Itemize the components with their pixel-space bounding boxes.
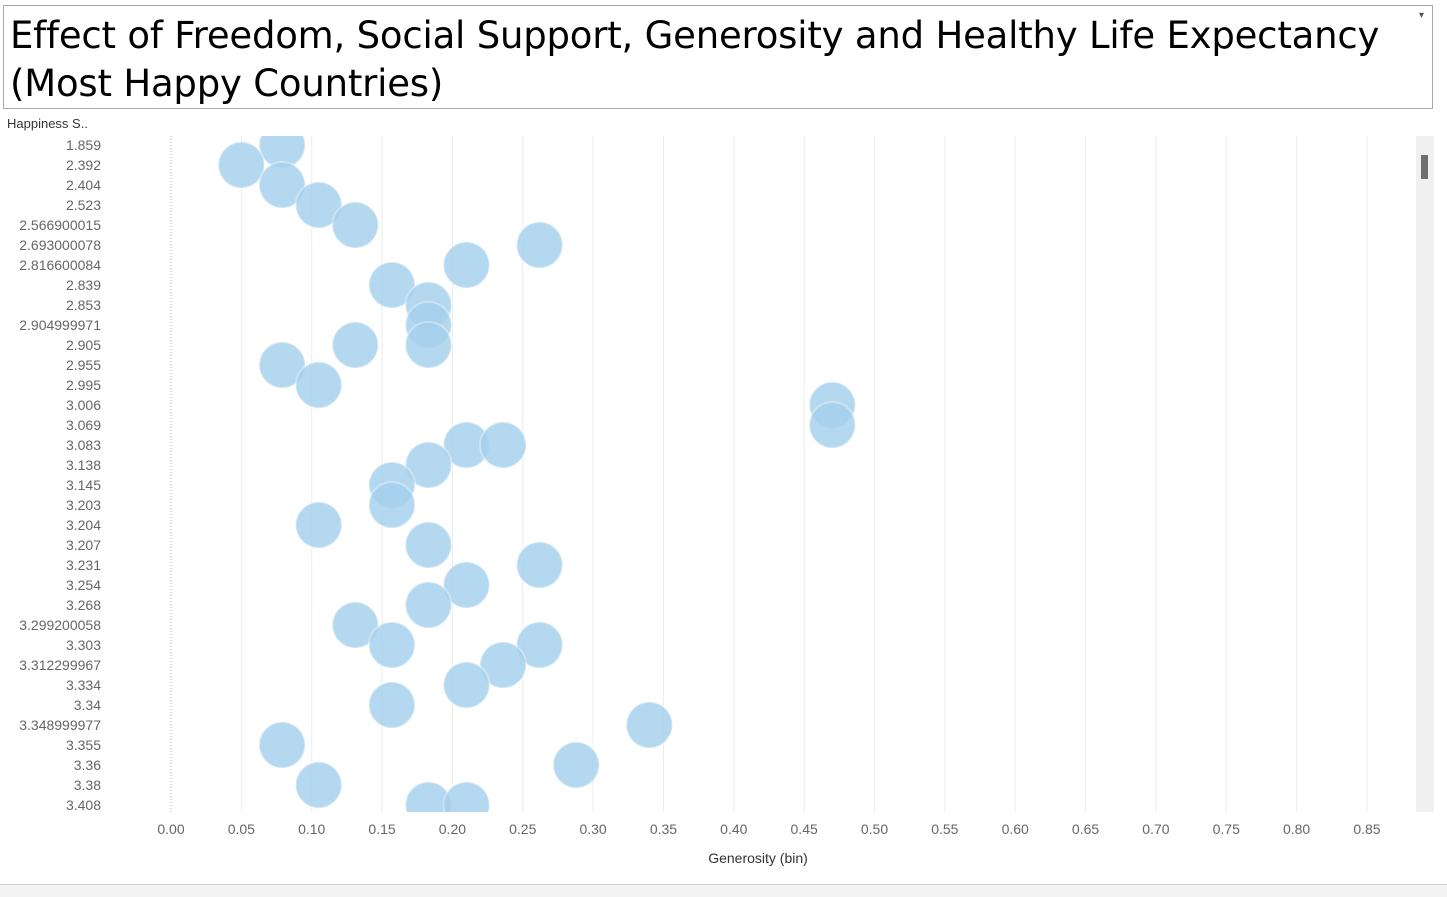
y-tick-label: 3.083: [66, 437, 101, 453]
x-tick-label: 0.10: [298, 821, 325, 837]
data-point: [367, 621, 416, 669]
y-tick-label: 3.334: [66, 677, 101, 693]
data-point: [404, 321, 453, 369]
y-tick-label: 3.069: [66, 417, 101, 433]
data-point: [331, 601, 380, 649]
data-point: [367, 261, 416, 309]
y-tick-label: 3.006: [66, 397, 101, 413]
data-point: [404, 441, 453, 489]
y-tick-label: 3.36: [74, 757, 101, 773]
y-tick-label: 3.355: [66, 737, 101, 753]
data-point: [258, 341, 307, 389]
y-tick-label: 2.816600084: [19, 257, 101, 273]
x-tick-label: 0.00: [157, 821, 184, 837]
y-tick-label: 3.145: [66, 477, 101, 493]
x-axis-title: Generosity (bin): [708, 850, 808, 866]
y-tick-label: 1.859: [66, 137, 101, 153]
grid-lines: [170, 136, 1368, 812]
x-tick-label: 0.30: [579, 821, 606, 837]
data-point: [367, 681, 416, 729]
data-point: [552, 741, 601, 789]
x-tick-label: 0.80: [1283, 821, 1310, 837]
y-tick-label: 2.392: [66, 157, 101, 173]
y-tick-label: 2.995: [66, 377, 101, 393]
x-tick-label: 0.70: [1142, 821, 1169, 837]
data-point: [294, 501, 343, 549]
data-point: [515, 221, 564, 269]
x-tick-label: 0.20: [439, 821, 466, 837]
data-point: [442, 561, 491, 609]
y-tick-label: 3.299200058: [19, 617, 101, 633]
x-tick-label: 0.75: [1213, 821, 1240, 837]
y-tick-label: 3.231: [66, 557, 101, 573]
x-tick-labels: 0.00 0.05 0.10 0.15 0.20 0.25 0.30 0.35 0.40 0.45…: [157, 821, 1380, 837]
data-point: [515, 541, 564, 589]
x-tick-label: 0.50: [861, 821, 888, 837]
data-point: [479, 421, 528, 469]
data-point: [404, 521, 453, 569]
data-point: [258, 721, 307, 769]
y-tick-label: 3.38: [74, 777, 101, 793]
data-point: [294, 361, 343, 409]
y-tick-label: 3.207: [66, 537, 101, 553]
data-point: [442, 661, 491, 709]
data-point: [442, 781, 491, 812]
y-tick-label: 3.408: [66, 797, 101, 813]
y-tick-label: 2.566900015: [19, 217, 101, 233]
x-tick-label: 0.55: [931, 821, 958, 837]
data-point: [217, 141, 266, 189]
y-tick-label: 2.955: [66, 357, 101, 373]
x-tick-label: 0.40: [720, 821, 747, 837]
y-tick-label: 2.523: [66, 197, 101, 213]
x-tick-label: 0.45: [791, 821, 818, 837]
data-point: [294, 181, 343, 229]
data-point: [331, 321, 380, 369]
x-tick-label: 0.25: [509, 821, 536, 837]
y-axis-title: Happiness S..: [7, 116, 88, 131]
vertical-scrollbar[interactable]: [1416, 136, 1434, 812]
data-point: [442, 241, 491, 289]
y-tick-label: 2.853: [66, 297, 101, 313]
y-tick-label: 3.312299967: [19, 657, 101, 673]
y-tick-label: 3.254: [66, 577, 101, 593]
data-point: [294, 761, 343, 809]
y-tick-label: 3.34: [74, 697, 101, 713]
data-point: [808, 401, 857, 449]
data-points: [217, 136, 857, 812]
y-tick-label: 3.138: [66, 457, 101, 473]
y-tick-label: 2.693000078: [19, 237, 101, 253]
x-tick-label: 0.35: [650, 821, 677, 837]
data-point: [625, 701, 674, 749]
y-tick-label: 3.268: [66, 597, 101, 613]
y-tick-label: 2.404: [66, 177, 101, 193]
y-tick-label: 3.204: [66, 517, 101, 533]
page-title: Effect of Freedom, Social Support, Gener…: [10, 14, 1380, 105]
y-tick-label: 2.839: [66, 277, 101, 293]
y-tick-label: 3.203: [66, 497, 101, 513]
data-point: [367, 481, 416, 529]
title-panel: Effect of Freedom, Social Support, Gener…: [3, 5, 1433, 109]
x-tick-label: 0.85: [1353, 821, 1380, 837]
data-point: [331, 201, 380, 249]
data-point: [515, 621, 564, 669]
x-tick-label: 0.60: [1002, 821, 1029, 837]
status-bar: [0, 884, 1447, 897]
y-tick-label: 3.348999977: [19, 717, 101, 733]
data-point: [479, 641, 528, 689]
y-tick-label: 2.905: [66, 337, 101, 353]
x-tick-label: 0.15: [368, 821, 395, 837]
y-tick-label: 2.904999971: [19, 317, 101, 333]
x-tick-label: 0.65: [1072, 821, 1099, 837]
scrollbar-thumb[interactable]: [1421, 155, 1428, 179]
data-point: [404, 581, 453, 629]
x-tick-label: 0.05: [228, 821, 255, 837]
y-tick-label: 3.303: [66, 637, 101, 653]
dropdown-arrow-icon[interactable]: ▾: [1418, 10, 1424, 21]
data-point: [258, 161, 307, 209]
y-tick-labels: 1.859 2.392 2.404 2.523 2.566900015 2.6930000…: [19, 137, 101, 813]
